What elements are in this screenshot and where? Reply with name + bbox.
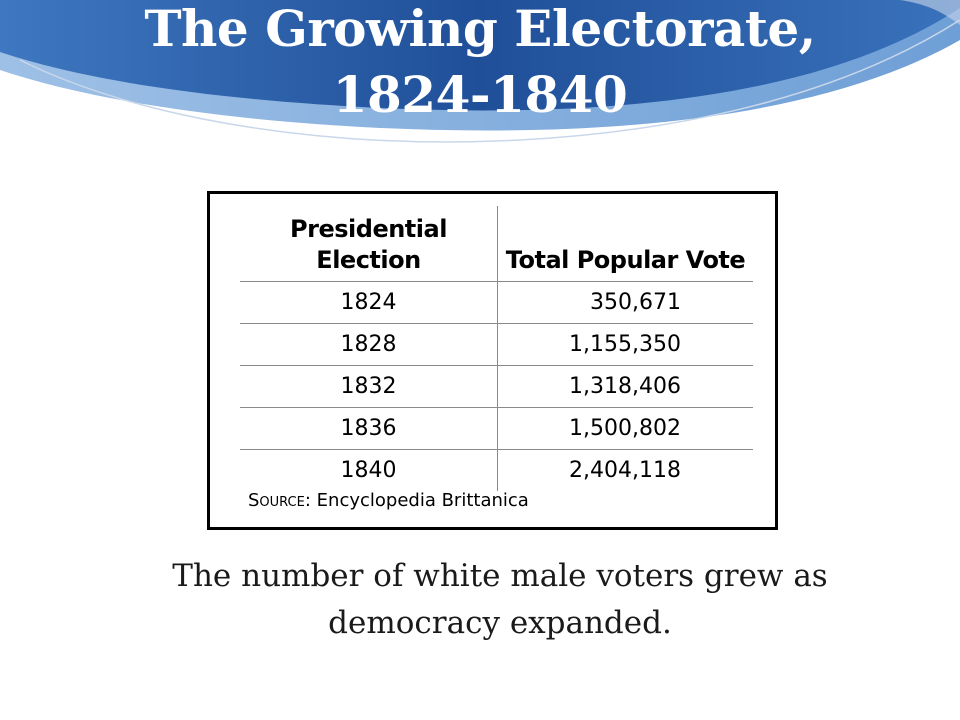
table-row: 1836 1,500,802 xyxy=(240,407,753,450)
header-banner xyxy=(0,0,960,143)
header-total-popular-vote: Total Popular Vote xyxy=(497,206,753,282)
row-year: 1824 xyxy=(240,281,498,324)
table-row: 1840 2,404,118 xyxy=(240,449,753,491)
header-presidential-election: Presidential Election xyxy=(240,206,498,282)
slide-caption: The number of white male voters grew as … xyxy=(172,558,828,641)
table-header-row: Presidential Election Total Popular Vote xyxy=(240,206,753,282)
vote-table: Presidential Election Total Popular Vote… xyxy=(240,206,753,491)
row-vote: 1,500,802 xyxy=(497,407,753,450)
table-row: 1824 350,671 xyxy=(240,281,753,324)
row-vote: 1,318,406 xyxy=(497,365,753,408)
row-year: 1832 xyxy=(240,365,498,408)
table-frame: Presidential Election Total Popular Vote… xyxy=(207,191,778,530)
source-text: Encyclopedia Brittanica xyxy=(316,490,529,511)
table-row: 1828 1,155,350 xyxy=(240,323,753,366)
row-vote: 350,671 xyxy=(497,281,753,324)
row-year: 1840 xyxy=(240,449,498,491)
row-vote: 1,155,350 xyxy=(497,323,753,366)
row-year: 1828 xyxy=(240,323,498,366)
row-vote: 2,404,118 xyxy=(569,458,681,483)
table-row: 1832 1,318,406 xyxy=(240,365,753,408)
source-label: Source: xyxy=(248,490,311,511)
row-year: 1836 xyxy=(240,407,498,450)
table-source: Source: Encyclopedia Brittanica xyxy=(248,490,529,511)
slide-title: The Growing Electorate, 1824-1840 xyxy=(144,0,816,124)
